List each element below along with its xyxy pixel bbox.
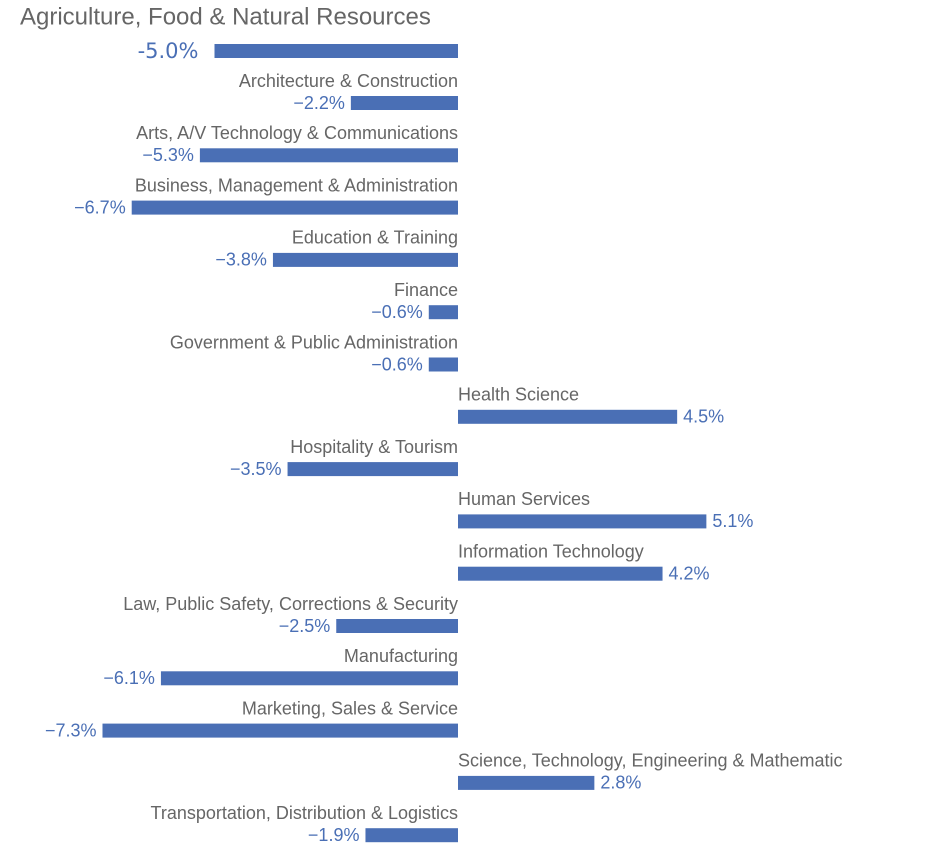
- value-label: −3.5%: [230, 459, 282, 479]
- value-label: −2.2%: [293, 93, 345, 113]
- bar: [199, 148, 458, 163]
- value-label: −1.9%: [308, 825, 360, 844]
- bar: [102, 723, 459, 738]
- category-label: Transportation, Distribution & Logistics: [151, 803, 458, 823]
- category-label: Arts, A/V Technology & Communications: [136, 123, 458, 143]
- bar: [428, 305, 458, 320]
- value-label: −3.8%: [215, 250, 267, 270]
- category-label: Science, Technology, Engineering & Mathe…: [458, 751, 843, 771]
- category-label: Health Science: [458, 385, 579, 405]
- category-label: Hospitality & Tourism: [290, 437, 458, 457]
- value-label: 5.1%: [712, 511, 753, 531]
- value-label: 2.8%: [600, 773, 641, 793]
- bar: [350, 96, 458, 110]
- bar: [287, 462, 458, 477]
- category-label: Government & Public Administration: [170, 332, 458, 352]
- bar: [365, 828, 458, 843]
- bar: [160, 671, 458, 686]
- value-label: 4.5%: [683, 407, 724, 427]
- value-label: −6.1%: [103, 668, 155, 688]
- bar: [272, 252, 458, 267]
- bar: [336, 619, 458, 633]
- category-label: Architecture & Construction: [239, 71, 458, 91]
- category-label: Information Technology: [458, 541, 644, 561]
- bar: [214, 44, 458, 58]
- bar: [458, 409, 678, 424]
- category-label: Education & Training: [292, 228, 458, 248]
- category-label: Marketing, Sales & Service: [242, 698, 458, 718]
- category-label: Finance: [394, 280, 458, 300]
- bar: [428, 357, 458, 372]
- value-label: 4.2%: [669, 563, 710, 583]
- bar: [131, 200, 458, 215]
- category-label: Manufacturing: [344, 646, 458, 666]
- value-label: −5.3%: [142, 145, 194, 165]
- value-label: −0.6%: [371, 354, 423, 374]
- value-label: −0.6%: [371, 302, 423, 322]
- category-label: Human Services: [458, 489, 590, 509]
- category-label: Agriculture, Food & Natural Resources: [20, 3, 431, 30]
- category-label: Law, Public Safety, Corrections & Securi…: [123, 594, 458, 614]
- value-label: −6.7%: [74, 197, 126, 217]
- bar: [458, 566, 663, 581]
- category-label: Business, Management & Administration: [135, 175, 458, 195]
- value-label: −2.5%: [279, 616, 331, 636]
- bar: [458, 514, 707, 529]
- bar: [458, 775, 595, 790]
- value-label: −7.3%: [45, 720, 97, 740]
- value-label: -5.0%: [138, 39, 199, 63]
